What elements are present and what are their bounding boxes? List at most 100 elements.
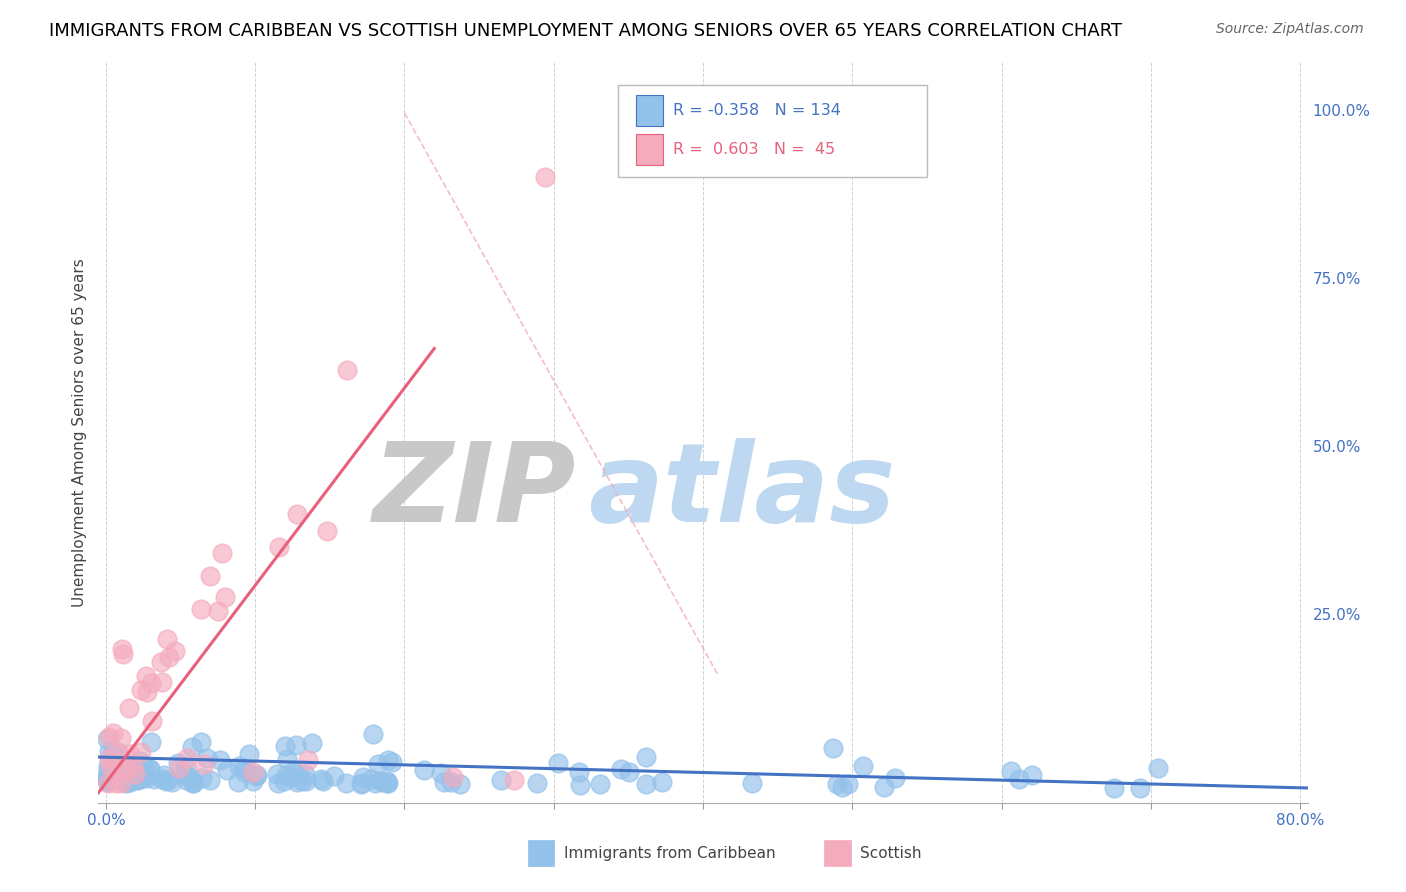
Point [568,778,591,792]
Point [149,656,172,670]
Point [176,751,198,765]
Point [316,524,339,538]
Point [112,763,135,777]
Point [103,771,125,785]
Point [207,604,229,618]
Point [634,777,657,791]
Point [491,772,513,787]
Point [94,770,117,784]
Text: Source: ZipAtlas.com: Source: ZipAtlas.com [1216,22,1364,37]
Point [165,644,187,658]
Point [377,776,399,790]
Point [852,758,875,772]
Point [120,747,142,761]
Point [381,755,404,769]
Point [825,777,848,791]
Point [191,771,214,785]
Point [831,780,853,794]
Point [350,776,373,790]
Point [153,768,176,782]
Point [122,764,145,779]
Point [441,770,464,784]
Point [107,745,129,759]
Point [97,774,120,789]
Point [198,772,221,787]
Point [377,753,399,767]
Point [214,590,236,604]
Point [141,714,163,729]
Point [107,747,129,761]
Point [312,774,335,789]
Point [132,770,155,784]
Point [371,775,394,789]
Point [267,540,290,554]
Point [115,772,138,787]
Point [141,735,163,749]
Point [96,732,118,747]
Point [350,777,373,791]
Text: Scottish: Scottish [860,846,922,861]
Point [285,738,308,752]
Point [135,685,157,699]
Point [104,757,127,772]
Point [1128,780,1150,795]
Point [104,764,127,779]
Point [135,771,157,785]
Point [142,772,165,787]
Point [245,769,267,783]
Text: ZIP: ZIP [373,438,576,545]
Point [131,771,153,785]
Point [360,772,382,786]
Point [273,773,295,788]
Point [155,774,177,789]
Point [267,776,290,790]
Bar [637,134,664,165]
Point [96,772,118,787]
Point [335,776,357,790]
Point [141,676,163,690]
Point [157,650,180,665]
Text: Immigrants from Caribbean: Immigrants from Caribbean [564,846,776,861]
Point [1000,764,1022,779]
Point [295,774,318,789]
Point [375,774,398,789]
Point [352,770,374,784]
Point [534,169,557,184]
Point [162,775,184,789]
Point [139,762,162,776]
Point [97,763,120,777]
Point [294,767,316,781]
Point [135,669,157,683]
Point [129,683,152,698]
Point [110,642,132,657]
Point [228,775,250,789]
Point [117,774,139,789]
Point [547,756,569,770]
Point [97,775,120,789]
Point [128,772,150,787]
Point [375,776,398,790]
Point [121,759,143,773]
Point [873,780,896,795]
Point [181,740,204,755]
Point [125,772,148,786]
Point [323,768,346,782]
Point [156,632,179,646]
Point [181,776,204,790]
Point [120,763,142,777]
Point [117,775,139,789]
Point [413,764,436,778]
Point [198,569,221,583]
Point [589,777,612,791]
Point [242,774,264,789]
Text: R = -0.358   N = 134: R = -0.358 N = 134 [672,103,841,118]
Point [211,546,233,560]
Point [111,647,134,661]
Point [287,767,309,781]
Point [98,730,121,744]
Point [104,775,127,789]
Point [96,772,118,787]
Point [361,726,384,740]
Point [217,763,239,777]
Point [266,767,288,781]
